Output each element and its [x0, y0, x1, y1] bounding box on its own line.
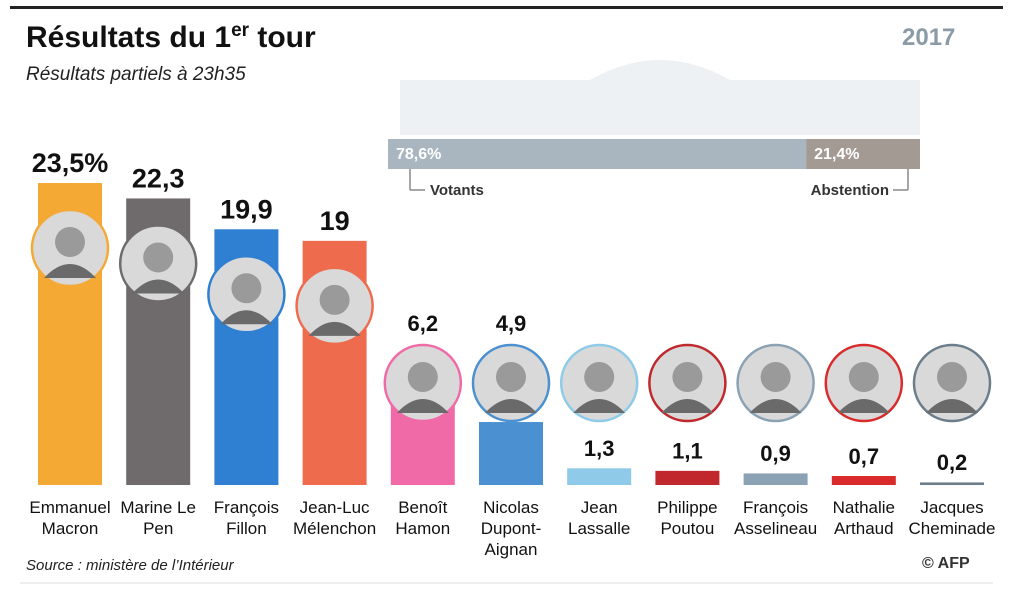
portrait-body	[220, 310, 273, 325]
value-label: 19	[320, 206, 350, 236]
turnout-value-label: 21,4%	[814, 146, 859, 163]
value-label: 1,3	[584, 436, 615, 461]
portrait-head	[760, 362, 791, 392]
turnout-name: Votants	[430, 182, 484, 199]
value-label: 1,1	[672, 439, 703, 464]
subtitle: Résultats partiels à 23h35	[26, 64, 246, 85]
portrait-head	[407, 362, 438, 392]
value-label: 19,9	[220, 194, 273, 224]
value-label: 0,2	[937, 450, 968, 475]
value-label: 23,5%	[32, 148, 109, 178]
building-silhouette	[400, 60, 920, 135]
turnout-name: Abstention	[811, 182, 889, 199]
value-label: 4,9	[496, 311, 527, 336]
turnout-bar	[806, 139, 920, 169]
portrait-body	[926, 399, 978, 413]
frame	[10, 6, 1003, 596]
category-label: Benoît Hamon	[395, 498, 451, 538]
portrait-head	[319, 284, 350, 315]
bar	[920, 482, 984, 485]
portrait-body	[661, 399, 714, 413]
chart-title: Résultats du 1er tour	[26, 20, 316, 55]
portrait-head	[672, 362, 703, 392]
category-label: Jean Lassalle	[568, 498, 631, 538]
value-label: 0,9	[760, 441, 791, 466]
portrait-head	[143, 242, 174, 273]
category-label: Jacques Cheminade	[908, 498, 996, 538]
portrait-body	[132, 279, 185, 294]
bar	[831, 476, 896, 485]
portrait-head	[937, 362, 967, 392]
bar	[655, 470, 720, 485]
portrait-body	[308, 321, 361, 336]
category-label: Jean-Luc Mélenchon	[293, 498, 377, 538]
category-label: François Fillon	[213, 498, 279, 538]
turnout-bar	[388, 139, 807, 169]
portrait-head	[55, 227, 85, 258]
title-text: tour	[249, 21, 316, 54]
value-label: 6,2	[408, 311, 439, 336]
portrait-body	[396, 399, 449, 413]
portrait-body	[837, 399, 890, 413]
value-label: 22,3	[132, 164, 185, 194]
portrait-head	[584, 362, 615, 392]
title-text: Résultats du 1	[26, 21, 232, 54]
source: Source : ministère de l’Intérieur	[26, 557, 234, 574]
credit: © AFP	[922, 555, 970, 572]
bar	[567, 468, 632, 485]
category-label: François Asselineau	[734, 498, 818, 538]
category-label: Emmanuel Macron	[29, 498, 111, 538]
value-label: 0,7	[849, 444, 880, 469]
category-label: Marine Le Pen	[120, 498, 196, 538]
bar	[479, 422, 543, 485]
portrait-head	[848, 362, 879, 392]
category-label: Philippe Poutou	[657, 498, 718, 538]
logo: 2017	[902, 24, 956, 51]
category-label: Nicolas Dupont-Aignan	[480, 498, 542, 559]
portrait-head	[496, 362, 526, 392]
portrait-body	[485, 399, 537, 413]
portrait-body	[749, 399, 802, 413]
category-label: Nathalie Arthaud	[832, 498, 895, 538]
portrait-head	[231, 273, 262, 304]
bar	[743, 473, 808, 485]
title-sup: er	[231, 20, 250, 41]
portrait-body	[573, 399, 626, 413]
portrait-body	[44, 264, 96, 279]
turnout-value-label: 78,6%	[396, 146, 441, 163]
